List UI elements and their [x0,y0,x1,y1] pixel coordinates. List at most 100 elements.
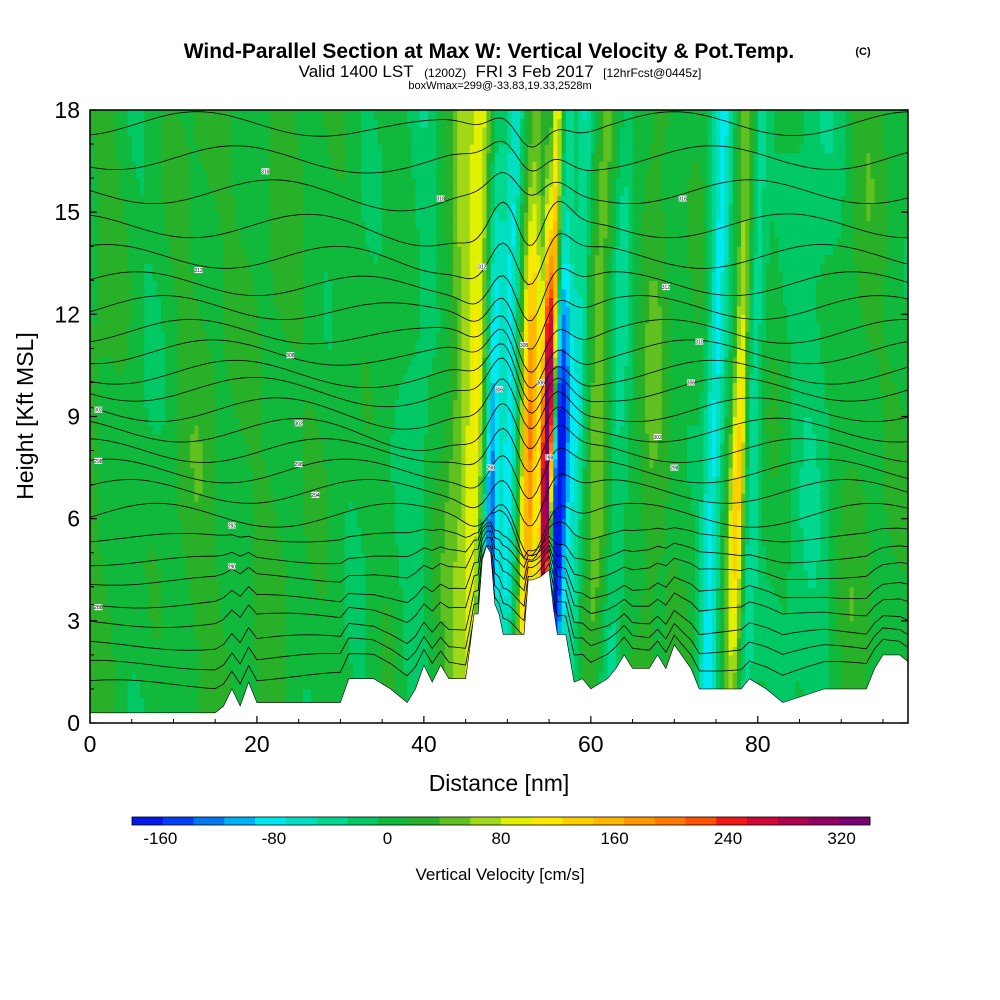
velocity-cell [106,425,112,435]
velocity-cell [311,671,316,682]
velocity-cell [348,654,354,664]
velocity-cell [319,220,325,230]
velocity-cell [265,263,271,273]
velocity-cell [156,339,162,349]
velocity-cell [319,527,325,537]
velocity-cell [223,671,229,682]
velocity-cell [165,603,170,613]
velocity-cell [131,195,137,205]
velocity-cell [357,331,362,341]
velocity-cell [110,152,116,162]
velocity-cell [248,178,254,188]
velocity-cell [140,373,145,384]
velocity-cell [169,186,175,196]
velocity-cell [361,186,367,196]
velocity-cell [211,595,216,605]
velocity-cell [340,144,346,154]
velocity-cell [211,586,216,596]
velocity-cell [286,442,291,452]
velocity-cell [148,373,154,384]
velocity-cell [265,118,271,128]
velocity-cell [165,127,170,137]
velocity-cell [144,663,150,673]
velocity-cell [352,331,358,341]
velocity-cell [319,280,325,290]
velocity-cell [265,688,271,699]
velocity-cell [323,450,329,460]
velocity-cell [152,705,158,716]
velocity-cell [215,586,220,596]
velocity-cell [352,161,358,171]
velocity-cell [98,569,104,579]
velocity-cell [160,339,166,349]
velocity-cell [273,382,279,392]
velocity-cell [298,280,304,290]
velocity-cell [185,161,191,171]
velocity-cell [194,305,200,315]
velocity-cell [281,535,287,545]
velocity-cell [110,399,116,409]
velocity-cell [277,680,283,690]
velocity-cell [248,407,254,418]
velocity-cell [160,305,166,315]
velocity-cell [219,476,225,486]
velocity-cell [119,237,124,247]
velocity-cell [344,161,350,171]
velocity-cell [348,459,354,469]
velocity-cell [177,476,183,486]
velocity-cell [202,629,208,639]
velocity-cell [173,688,179,699]
velocity-cell [160,484,166,494]
velocity-cell [211,646,216,656]
velocity-cell [323,501,329,511]
velocity-cell [265,467,271,477]
velocity-cell [286,646,291,656]
velocity-cell [269,382,275,392]
velocity-cell [361,399,367,409]
velocity-cell [144,552,150,562]
velocity-cell [90,629,95,639]
velocity-cell [156,646,162,656]
velocity-cell [115,169,120,179]
velocity-cell [181,297,187,307]
velocity-cell [315,144,321,154]
velocity-cell [119,135,124,145]
velocity-cell [156,220,162,230]
velocity-cell [94,169,99,179]
velocity-cell [211,544,216,554]
velocity-cell [294,348,300,358]
velocity-cell [273,246,279,256]
velocity-cell [173,671,179,682]
velocity-cell [332,518,337,528]
velocity-cell [169,169,175,179]
velocity-cell [252,459,258,469]
velocity-cell [273,535,279,545]
velocity-cell [202,680,208,690]
velocity-cell [110,280,116,290]
velocity-cell [332,288,337,298]
velocity-cell [94,254,99,264]
velocity-cell [290,382,296,392]
velocity-cell [94,467,99,477]
velocity-cell [256,595,262,605]
velocity-cell [106,203,112,213]
velocity-cell [273,680,279,690]
velocity-cell [273,620,279,630]
velocity-cell [194,671,200,682]
velocity-cell [194,110,200,120]
velocity-cell [240,348,246,358]
velocity-cell [244,578,250,588]
velocity-cell [252,263,258,273]
velocity-cell [185,705,191,716]
velocity-cell [277,118,283,128]
velocity-cell [261,637,266,647]
velocity-cell [131,416,137,426]
velocity-cell [311,195,316,205]
velocity-cell [140,297,145,307]
velocity-cell [277,322,283,332]
velocity-cell [348,416,354,426]
velocity-cell [177,373,183,384]
velocity-cell [248,263,254,273]
velocity-cell [131,467,137,477]
velocity-cell [119,288,124,298]
